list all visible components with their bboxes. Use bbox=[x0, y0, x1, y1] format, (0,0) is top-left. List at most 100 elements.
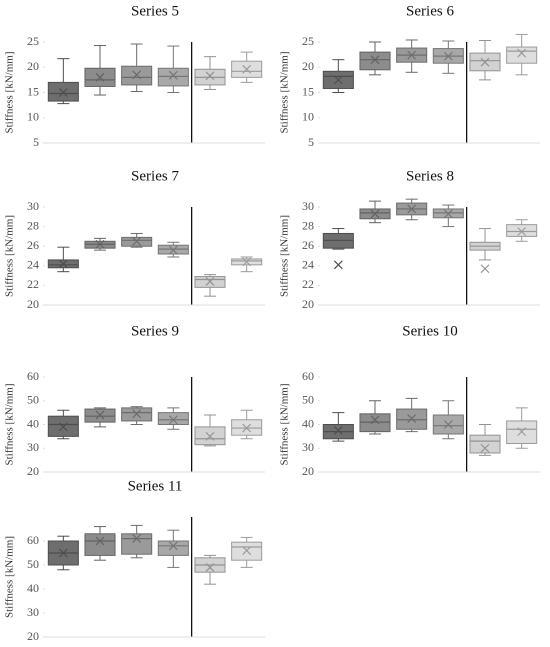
mean-marker bbox=[517, 227, 527, 236]
y-tick-label: 10 bbox=[302, 110, 314, 124]
y-tick-label: 50 bbox=[27, 393, 39, 407]
mean-marker bbox=[168, 245, 178, 255]
panel: Series 10 Stiffness [kN/mm] 20 30 40 50 60 bbox=[279, 323, 540, 478]
y-tick-label: 22 bbox=[302, 277, 314, 291]
mean-marker bbox=[168, 70, 178, 80]
y-axis-label: Stiffness [kN/mm] bbox=[4, 215, 16, 297]
y-tick-label: 28 bbox=[302, 218, 314, 232]
y-tick-label: 15 bbox=[302, 84, 314, 98]
mean-marker bbox=[242, 423, 252, 433]
mean-marker bbox=[168, 541, 178, 551]
panel-title: Series 5 bbox=[131, 3, 179, 19]
y-tick-label: 26 bbox=[302, 238, 314, 252]
box bbox=[469, 434, 501, 454]
panel: Series 11 Stiffness [kN/mm] 20 30 40 50 60 bbox=[4, 478, 265, 643]
panel: Series 5 Stiffness [kN/mm] 5 10 15 20 25 bbox=[4, 3, 265, 149]
mean-marker bbox=[443, 209, 453, 219]
mean-marker bbox=[58, 548, 68, 558]
mean-marker bbox=[58, 259, 68, 269]
y-tick-label: 40 bbox=[27, 416, 39, 430]
box bbox=[359, 51, 391, 71]
y-tick-label: 50 bbox=[27, 557, 39, 571]
y-axis-label: Stiffness [kN/mm] bbox=[279, 215, 291, 297]
panel-title: Series 11 bbox=[128, 478, 183, 494]
mean-marker bbox=[443, 420, 453, 429]
y-tick-label: 60 bbox=[302, 369, 314, 383]
box bbox=[506, 224, 538, 237]
y-tick-label: 24 bbox=[302, 258, 314, 272]
y-tick-label: 25 bbox=[302, 34, 314, 48]
mean-marker bbox=[517, 427, 527, 437]
y-tick-label: 30 bbox=[27, 199, 39, 213]
panel: Series 7 Stiffness [kN/mm] 20 22 24 26 28 30 bbox=[4, 168, 265, 311]
mean-marker bbox=[205, 277, 215, 286]
y-tick-label: 30 bbox=[27, 440, 39, 454]
panel-title: Series 6 bbox=[406, 3, 454, 19]
mean-marker bbox=[132, 409, 142, 419]
y-tick-label: 28 bbox=[27, 218, 39, 232]
box bbox=[506, 46, 538, 64]
mean-marker bbox=[95, 536, 105, 546]
panel: Series 8 Stiffness [kN/mm] 20 22 24 26 28 30 bbox=[279, 168, 540, 311]
mean-marker bbox=[95, 410, 105, 420]
y-axis-label: Stiffness [kN/mm] bbox=[279, 384, 291, 466]
panel-title: Series 10 bbox=[402, 323, 457, 339]
mean-marker bbox=[333, 426, 343, 435]
mean-marker bbox=[443, 51, 453, 61]
panel: Series 9 Stiffness [kN/mm] 20 30 40 50 60 bbox=[4, 323, 265, 478]
mean-marker bbox=[370, 209, 380, 219]
mean-marker bbox=[205, 71, 215, 81]
mean-marker bbox=[168, 415, 178, 425]
y-tick-label: 25 bbox=[27, 34, 39, 48]
y-tick-label: 15 bbox=[27, 84, 39, 98]
mean-marker bbox=[480, 57, 490, 67]
y-axis-label: Stiffness [kN/mm] bbox=[4, 52, 16, 134]
box bbox=[84, 533, 116, 556]
mean-marker bbox=[407, 204, 417, 214]
mean-marker bbox=[333, 75, 343, 85]
y-axis-label: Stiffness [kN/mm] bbox=[279, 52, 291, 134]
y-tick-label: 50 bbox=[302, 393, 314, 407]
mean-marker bbox=[132, 70, 142, 80]
y-tick-label: 5 bbox=[308, 135, 314, 149]
y-tick-label: 22 bbox=[27, 277, 39, 291]
y-tick-label: 10 bbox=[27, 110, 39, 124]
box bbox=[157, 412, 189, 425]
y-tick-label: 26 bbox=[27, 238, 39, 252]
y-tick-label: 20 bbox=[302, 464, 314, 478]
y-tick-label: 20 bbox=[27, 464, 39, 478]
y-tick-label: 20 bbox=[27, 629, 39, 643]
mean-marker bbox=[58, 422, 68, 432]
panel-title: Series 7 bbox=[131, 168, 179, 184]
mean-marker bbox=[242, 64, 252, 74]
mean-marker bbox=[407, 50, 417, 60]
y-tick-label: 20 bbox=[302, 297, 314, 311]
y-tick-label: 40 bbox=[27, 581, 39, 595]
mean-marker bbox=[132, 236, 142, 246]
mean-marker bbox=[242, 546, 252, 556]
mean-marker bbox=[95, 72, 105, 82]
panel-title: Series 9 bbox=[131, 323, 179, 339]
mean-marker bbox=[480, 264, 490, 274]
box bbox=[121, 533, 153, 555]
mean-marker bbox=[370, 415, 380, 425]
y-tick-label: 5 bbox=[33, 135, 39, 149]
y-axis-label: Stiffness [kN/mm] bbox=[4, 384, 16, 466]
y-tick-label: 20 bbox=[27, 59, 39, 73]
mean-marker bbox=[205, 562, 215, 572]
y-tick-label: 30 bbox=[302, 440, 314, 454]
mean-marker bbox=[407, 414, 417, 423]
y-tick-label: 30 bbox=[302, 199, 314, 213]
box bbox=[157, 540, 189, 556]
mean-marker bbox=[333, 260, 343, 270]
mean-marker bbox=[95, 239, 105, 249]
panel: Series 6 Stiffness [kN/mm] 5 10 15 20 25 bbox=[279, 3, 540, 149]
mean-marker bbox=[205, 431, 215, 441]
box bbox=[157, 67, 189, 87]
y-tick-label: 24 bbox=[27, 258, 39, 272]
y-tick-label: 20 bbox=[302, 59, 314, 73]
y-axis-label: Stiffness [kN/mm] bbox=[4, 536, 16, 618]
panel-title: Series 8 bbox=[406, 168, 454, 184]
mean-marker bbox=[132, 534, 142, 544]
y-tick-label: 30 bbox=[27, 605, 39, 619]
